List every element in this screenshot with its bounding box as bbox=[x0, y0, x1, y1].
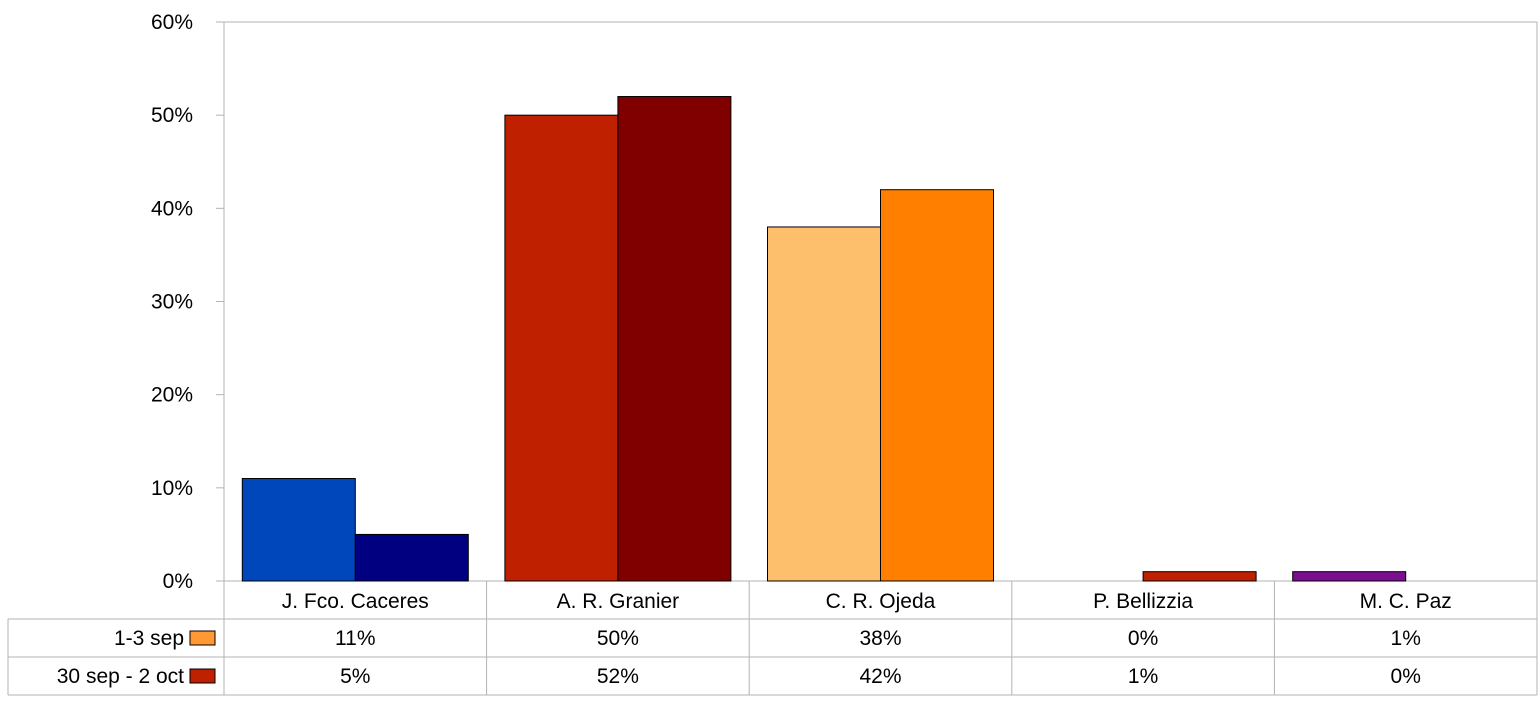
bars bbox=[241, 96, 1407, 582]
y-tick-label: 20% bbox=[151, 384, 193, 407]
legend-series-name: 30 sep - 2 oct bbox=[57, 665, 184, 688]
table-cell-value: 42% bbox=[859, 665, 901, 688]
bar bbox=[1142, 571, 1257, 582]
legend-key bbox=[189, 668, 216, 684]
category-label: P. Bellizzia bbox=[1093, 590, 1193, 613]
y-tick-label: 10% bbox=[151, 477, 193, 500]
y-tick-label: 60% bbox=[151, 11, 193, 34]
table-cell-value: 5% bbox=[340, 665, 370, 688]
bar bbox=[354, 533, 469, 582]
bar bbox=[504, 114, 619, 582]
table-cell-value: 38% bbox=[859, 627, 901, 650]
legend-series-name: 1-3 sep bbox=[114, 627, 184, 650]
bar bbox=[767, 226, 881, 582]
category-label: J. Fco. Caceres bbox=[282, 590, 429, 613]
y-axis: 0% 10% 20% 30% 40% 50% 60% bbox=[151, 11, 224, 593]
y-tick-label: 50% bbox=[151, 104, 193, 127]
bar bbox=[1292, 571, 1407, 582]
legend-key bbox=[189, 630, 216, 646]
bar bbox=[241, 478, 356, 582]
bar bbox=[880, 189, 994, 582]
category-label: C. R. Ojeda bbox=[826, 590, 936, 613]
category-label: M. C. Paz bbox=[1360, 590, 1452, 613]
table-cell-value: 50% bbox=[597, 627, 639, 650]
table-cell-value: 1% bbox=[1128, 665, 1158, 688]
table-cell-value: 1% bbox=[1391, 627, 1421, 650]
table-cell-value: 11% bbox=[335, 627, 375, 650]
data-table: J. Fco. Caceres A. R. Granier C. R. Ojeda P… bbox=[7, 581, 1538, 696]
table-cell-value: 52% bbox=[597, 665, 639, 688]
y-tick-label: 0% bbox=[163, 570, 193, 593]
category-label: A. R. Granier bbox=[557, 590, 680, 613]
y-tick-label: 40% bbox=[151, 197, 193, 220]
bar bbox=[617, 96, 732, 582]
table-cell-value: 0% bbox=[1128, 627, 1158, 650]
table-cell-value: 0% bbox=[1391, 665, 1421, 688]
y-tick-label: 30% bbox=[151, 291, 193, 314]
